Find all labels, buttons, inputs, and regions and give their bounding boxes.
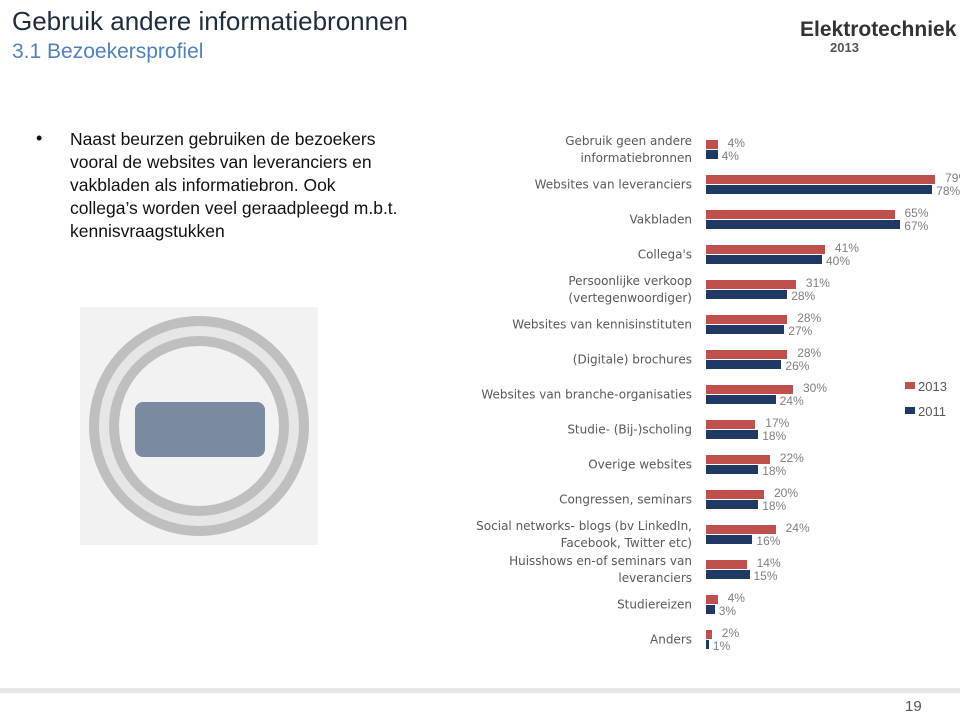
value-label: 17% (765, 416, 790, 430)
logo-name: Elektrotechniek (800, 18, 957, 41)
category-label: Anders (650, 632, 692, 647)
value-label: 18% (762, 464, 787, 478)
category-label: Vakbladen (629, 212, 693, 227)
value-label: 40% (826, 254, 851, 268)
bar (706, 560, 747, 569)
bar (706, 605, 715, 614)
bar (706, 315, 788, 324)
value-label: 22% (779, 451, 804, 465)
category-label: Congressen, seminars (559, 492, 692, 507)
category-label: Collega's (637, 247, 692, 262)
category-label: Social networks- blogs (bv LinkedIn, Fac… (476, 519, 692, 550)
value-label: 28% (791, 289, 816, 303)
bar (706, 570, 750, 579)
subtitle: 3.1 Bezoekersprofiel (12, 40, 204, 63)
value-label: 4% (727, 136, 745, 150)
category-label: Studiereizen (617, 597, 692, 612)
category-label: (Digitale) brochures (572, 352, 692, 367)
bar (706, 535, 753, 544)
bar (706, 255, 822, 264)
bar (706, 490, 764, 499)
value-label: 28% (797, 311, 822, 325)
legend-swatch (905, 382, 915, 389)
category-label: Gebruik geen andere informatiebronnen (565, 134, 692, 165)
bullet-dot: • (36, 128, 43, 148)
bar (706, 525, 776, 534)
value-label: 67% (904, 219, 929, 233)
value-label: 65% (904, 206, 929, 220)
title: Gebruik andere informatiebronnen (12, 6, 409, 36)
bullet-text: Naast beurzen gebruiken de bezoekers voo… (70, 129, 398, 241)
bar (706, 245, 825, 254)
bar (706, 385, 793, 394)
bar (706, 360, 782, 369)
category-label: Websites van kennisinstituten (512, 317, 692, 332)
value-label: 31% (805, 276, 830, 290)
value-label: 15% (753, 569, 778, 583)
bar (706, 325, 785, 334)
value-label: 3% (718, 604, 737, 618)
bar (706, 220, 901, 229)
value-label: 30% (803, 381, 828, 395)
category-label: Studie- (Bij-)scholing (567, 422, 692, 437)
legend-label: 2013 (918, 379, 947, 394)
category-label: Overige websites (588, 457, 692, 472)
footer-line (0, 688, 960, 693)
value-label: 78% (936, 184, 960, 198)
bar (706, 595, 718, 604)
bar (706, 175, 936, 184)
bar (706, 430, 759, 439)
bar (706, 280, 796, 289)
bar (706, 630, 712, 639)
value-label: 18% (762, 429, 787, 443)
value-label: 27% (788, 324, 813, 338)
category-label: Websites van branche-organisaties (481, 387, 692, 402)
value-label: 28% (797, 346, 822, 360)
value-label: 16% (756, 534, 781, 548)
value-label: 20% (774, 486, 799, 500)
value-label: 41% (834, 241, 859, 255)
bar (706, 465, 759, 474)
bar (706, 500, 759, 509)
value-label: 4% (727, 591, 745, 605)
bar (706, 185, 933, 194)
bar (706, 350, 788, 359)
value-label: 4% (721, 149, 739, 163)
bar (706, 140, 718, 149)
bar (706, 210, 895, 219)
bar (706, 640, 709, 649)
value-label: 14% (756, 556, 781, 570)
category-label: Huisshows en-of seminars van leverancier… (509, 554, 692, 585)
value-label: 26% (785, 359, 810, 373)
category-label: Persoonlijke verkoop (vertegenwoordiger) (568, 274, 692, 305)
value-label: 18% (762, 499, 787, 513)
category-label: Websites van leveranciers (534, 177, 692, 192)
value-label: 2% (721, 626, 740, 640)
value-label: 24% (779, 394, 804, 408)
info-image (80, 307, 318, 545)
value-label: 1% (712, 639, 731, 653)
page-number: 19 (905, 698, 922, 715)
legend-label: 2011 (918, 404, 946, 419)
logo-year: 2013 (830, 40, 859, 55)
bar (706, 290, 788, 299)
bar (706, 420, 756, 429)
value-label: 79% (945, 171, 960, 185)
value-label: 24% (785, 521, 810, 535)
bar (706, 150, 718, 159)
legend-swatch (905, 407, 915, 414)
bar (706, 455, 770, 464)
bar (706, 395, 776, 404)
